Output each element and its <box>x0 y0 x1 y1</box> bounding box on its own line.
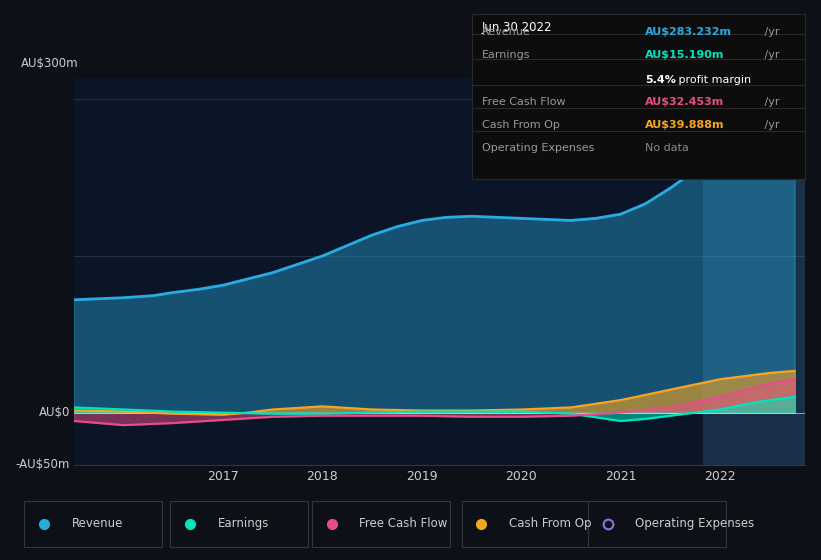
Text: AU$300m: AU$300m <box>21 57 78 70</box>
Text: Revenue: Revenue <box>482 27 531 37</box>
Text: Cash From Op: Cash From Op <box>509 517 591 530</box>
Text: Operating Expenses: Operating Expenses <box>482 143 594 153</box>
Text: /yr: /yr <box>761 27 780 37</box>
Text: Revenue: Revenue <box>71 517 123 530</box>
Text: profit margin: profit margin <box>675 75 751 85</box>
FancyBboxPatch shape <box>588 501 726 547</box>
Text: AU$283.232m: AU$283.232m <box>645 27 732 37</box>
Text: Operating Expenses: Operating Expenses <box>635 517 754 530</box>
Bar <box>703 78 805 465</box>
Text: AU$32.453m: AU$32.453m <box>645 97 724 106</box>
FancyBboxPatch shape <box>25 501 163 547</box>
Text: Cash From Op: Cash From Op <box>482 120 560 130</box>
Text: /yr: /yr <box>761 120 780 130</box>
Text: No data: No data <box>645 143 689 153</box>
Text: AU$15.190m: AU$15.190m <box>645 50 724 60</box>
FancyBboxPatch shape <box>312 501 450 547</box>
Text: /yr: /yr <box>761 50 780 60</box>
Text: Jun 30 2022: Jun 30 2022 <box>482 21 553 34</box>
FancyBboxPatch shape <box>170 501 308 547</box>
Text: Earnings: Earnings <box>482 50 530 60</box>
FancyBboxPatch shape <box>461 501 599 547</box>
Text: Free Cash Flow: Free Cash Flow <box>360 517 447 530</box>
Text: AU$0: AU$0 <box>39 406 71 419</box>
Text: -AU$50m: -AU$50m <box>16 458 71 472</box>
Text: /yr: /yr <box>761 97 780 106</box>
Text: AU$39.888m: AU$39.888m <box>645 120 724 130</box>
Text: 5.4%: 5.4% <box>645 75 676 85</box>
Text: Free Cash Flow: Free Cash Flow <box>482 97 566 106</box>
Text: Earnings: Earnings <box>218 517 268 530</box>
